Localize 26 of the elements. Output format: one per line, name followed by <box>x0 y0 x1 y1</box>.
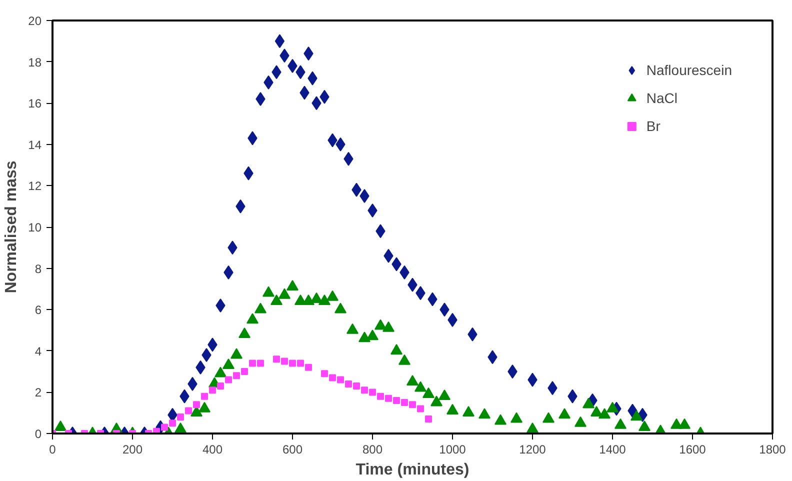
y-tick-label: 20 <box>28 14 42 28</box>
x-tick-label: 1800 <box>759 442 786 456</box>
legend-label: NaCl <box>646 90 678 106</box>
x-tick-label: 1400 <box>599 442 626 456</box>
y-axis-title: Normalised mass <box>3 160 20 294</box>
y-tick-label: 6 <box>34 303 42 318</box>
y-tick-label: 8 <box>34 262 42 276</box>
legend-label: Naflourescein <box>646 62 732 78</box>
y-tick-label: 12 <box>28 179 42 194</box>
x-tick-label: 1000 <box>439 442 466 456</box>
y-tick-label: 10 <box>28 220 42 234</box>
x-tick-label: 600 <box>282 442 303 456</box>
y-tick-label: 18 <box>28 55 42 70</box>
x-axis-title: Time (minutes) <box>356 462 470 478</box>
y-tick-label: 0 <box>34 427 42 441</box>
x-tick-label: 1600 <box>679 442 706 456</box>
x-tick-label: 1200 <box>519 442 546 456</box>
y-tick-label: 4 <box>34 344 42 358</box>
legend-label: Br <box>646 118 662 134</box>
y-tick-label: 14 <box>28 138 42 152</box>
x-tick-label: 800 <box>362 442 383 456</box>
y-tick-label: 2 <box>34 386 42 400</box>
x-tick-label: 400 <box>202 442 223 456</box>
y-tick-label: 16 <box>28 96 42 111</box>
x-tick-label: 200 <box>122 442 143 456</box>
x-tick-label: 0 <box>49 442 56 456</box>
